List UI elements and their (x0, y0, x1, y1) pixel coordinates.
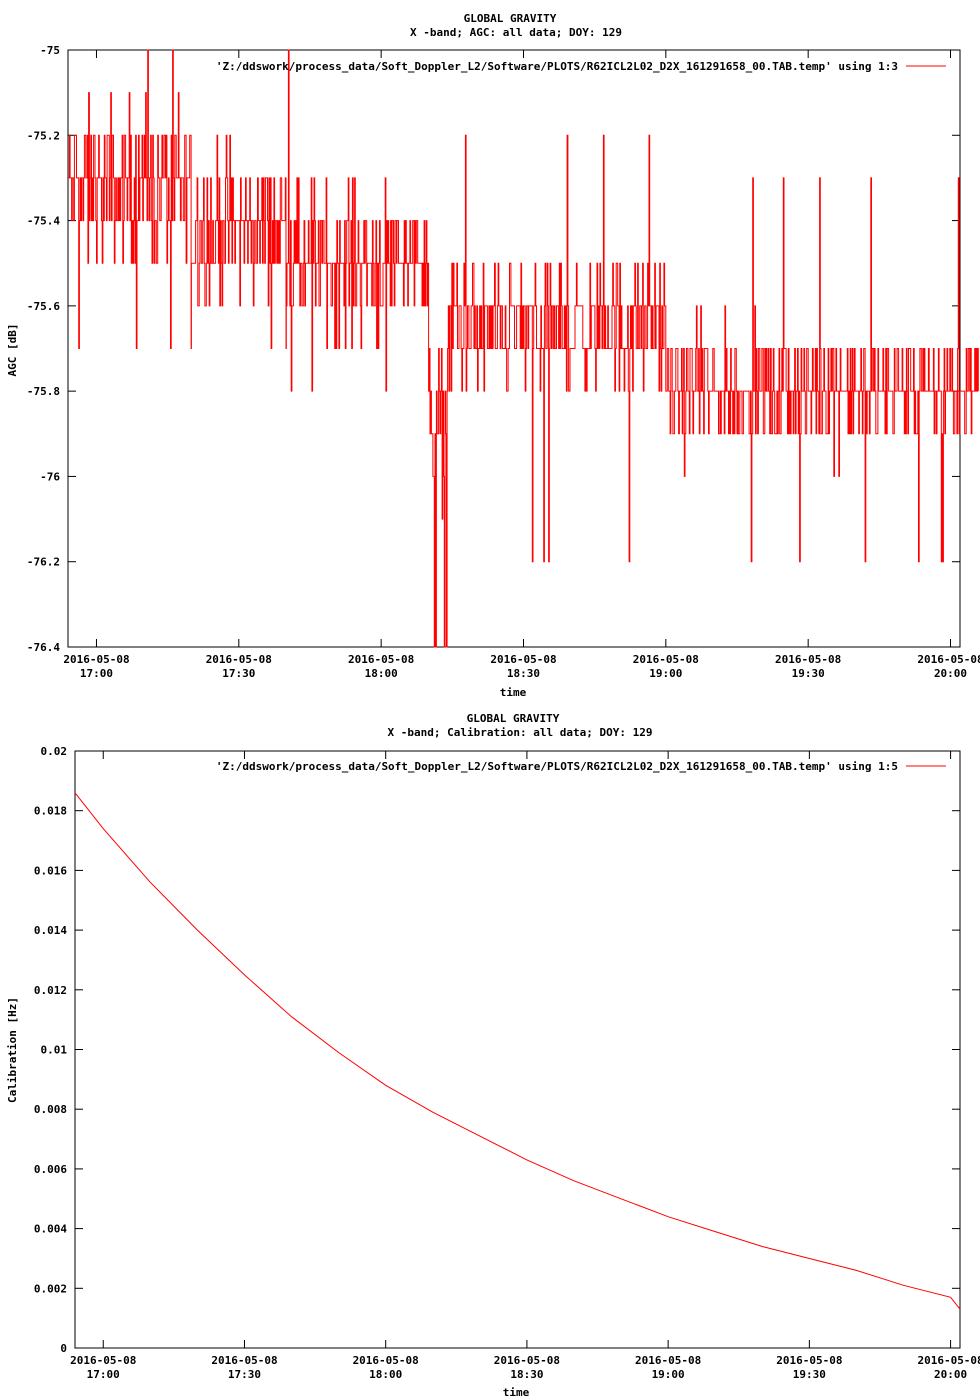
agc-chart: GLOBAL GRAVITY X -band; AGC: all data; D… (6, 12, 980, 699)
agc-x-tick-time: 20:00 (934, 667, 967, 680)
calibration-series-line (74, 792, 961, 1310)
calibration-x-tick-time: 19:30 (793, 1368, 826, 1381)
agc-x-tick-date: 2016-05-08 (348, 653, 414, 666)
agc-y-ticks: -75 -75.2 -75.4 -75.6 -75.8 -76 -76.2 -76.4 (27, 44, 960, 654)
agc-y-tick-label: -75.2 (27, 129, 60, 142)
calibration-y-tick-label: 0 (60, 1342, 67, 1355)
agc-chart-subtitle: X -band; AGC: all data; DOY: 129 (410, 26, 622, 39)
calibration-chart-subtitle: X -band; Calibration: all data; DOY: 129 (388, 726, 653, 739)
calibration-x-tick-time: 17:30 (228, 1368, 261, 1381)
calibration-plot-frame (74, 750, 961, 1349)
calibration-y-tick-label: 0.006 (34, 1163, 67, 1176)
calibration-x-tick-date: 2016-05-08 (635, 1354, 701, 1367)
calibration-x-tick-time: 17:00 (87, 1368, 120, 1381)
calibration-y-tick-label: 0.018 (34, 805, 67, 818)
agc-y-tick-label: -76 (40, 470, 60, 483)
agc-x-tick-date: 2016-05-08 (206, 653, 272, 666)
agc-y-tick-label: -75.8 (27, 385, 60, 398)
agc-x-axis-label: time (500, 686, 527, 699)
agc-x-tick-time: 19:30 (792, 667, 825, 680)
calibration-y-tick-label: 0.002 (34, 1282, 67, 1295)
agc-x-tick-time: 18:30 (507, 667, 540, 680)
calibration-x-tick-time: 18:00 (369, 1368, 402, 1381)
agc-x-ticks: 2016-05-0817:002016-05-0817:302016-05-08… (63, 50, 980, 680)
calibration-x-tick-time: 18:30 (510, 1368, 543, 1381)
calibration-y-tick-label: 0.008 (34, 1103, 67, 1116)
agc-x-tick-date: 2016-05-08 (775, 653, 841, 666)
agc-plot-frame (67, 49, 961, 648)
agc-y-axis-label: AGC [dB] (6, 324, 19, 377)
agc-y-tick-label: -75.4 (27, 215, 60, 228)
agc-y-tick-label: -75.6 (27, 300, 60, 313)
calibration-x-tick-date: 2016-05-08 (353, 1354, 419, 1367)
agc-chart-title: GLOBAL GRAVITY (464, 12, 557, 25)
agc-x-tick-date: 2016-05-08 (917, 653, 980, 666)
calibration-y-tick-label: 0.012 (34, 984, 67, 997)
calibration-x-axis-label: time (503, 1386, 530, 1399)
calibration-x-tick-time: 20:00 (934, 1368, 967, 1381)
calibration-y-tick-label: 0.01 (41, 1044, 68, 1057)
calibration-y-ticks: 0 0.002 0.004 0.006 0.008 0.01 0.012 0.014 0.016… (34, 745, 960, 1355)
calibration-legend-label: 'Z:/ddswork/process_data/Soft_Doppler_L2… (216, 760, 898, 773)
calibration-x-tick-date: 2016-05-08 (776, 1354, 842, 1367)
agc-y-tick-label: -76.2 (27, 556, 60, 569)
agc-x-tick-time: 17:30 (222, 667, 255, 680)
agc-x-tick-time: 18:00 (365, 667, 398, 680)
agc-legend-label: 'Z:/ddswork/process_data/Soft_Doppler_L2… (216, 60, 898, 73)
calibration-y-tick-label: 0.02 (41, 745, 68, 758)
calibration-x-tick-time: 19:00 (652, 1368, 685, 1381)
agc-x-tick-time: 19:00 (649, 667, 682, 680)
calibration-y-axis-label: Calibration [Hz] (6, 997, 19, 1103)
agc-y-tick-label: -76.4 (27, 641, 60, 654)
calibration-chart-title: GLOBAL GRAVITY (467, 712, 560, 725)
calibration-y-tick-label: 0.004 (34, 1223, 67, 1236)
agc-x-tick-date: 2016-05-08 (63, 653, 129, 666)
calibration-x-tick-date: 2016-05-08 (70, 1354, 136, 1367)
calibration-x-tick-date: 2016-05-08 (917, 1354, 980, 1367)
calibration-x-ticks: 2016-05-0817:002016-05-0817:302016-05-08… (70, 751, 980, 1381)
agc-x-tick-date: 2016-05-08 (633, 653, 699, 666)
calibration-y-tick-label: 0.016 (34, 864, 67, 877)
agc-x-tick-time: 17:00 (80, 667, 113, 680)
agc-y-tick-label: -75 (40, 44, 60, 57)
calibration-chart: GLOBAL GRAVITY X -band; Calibration: all… (6, 712, 980, 1399)
calibration-y-tick-label: 0.014 (34, 924, 67, 937)
calibration-x-tick-date: 2016-05-08 (494, 1354, 560, 1367)
calibration-x-tick-date: 2016-05-08 (211, 1354, 277, 1367)
agc-series-line (68, 49, 979, 648)
agc-x-tick-date: 2016-05-08 (490, 653, 556, 666)
